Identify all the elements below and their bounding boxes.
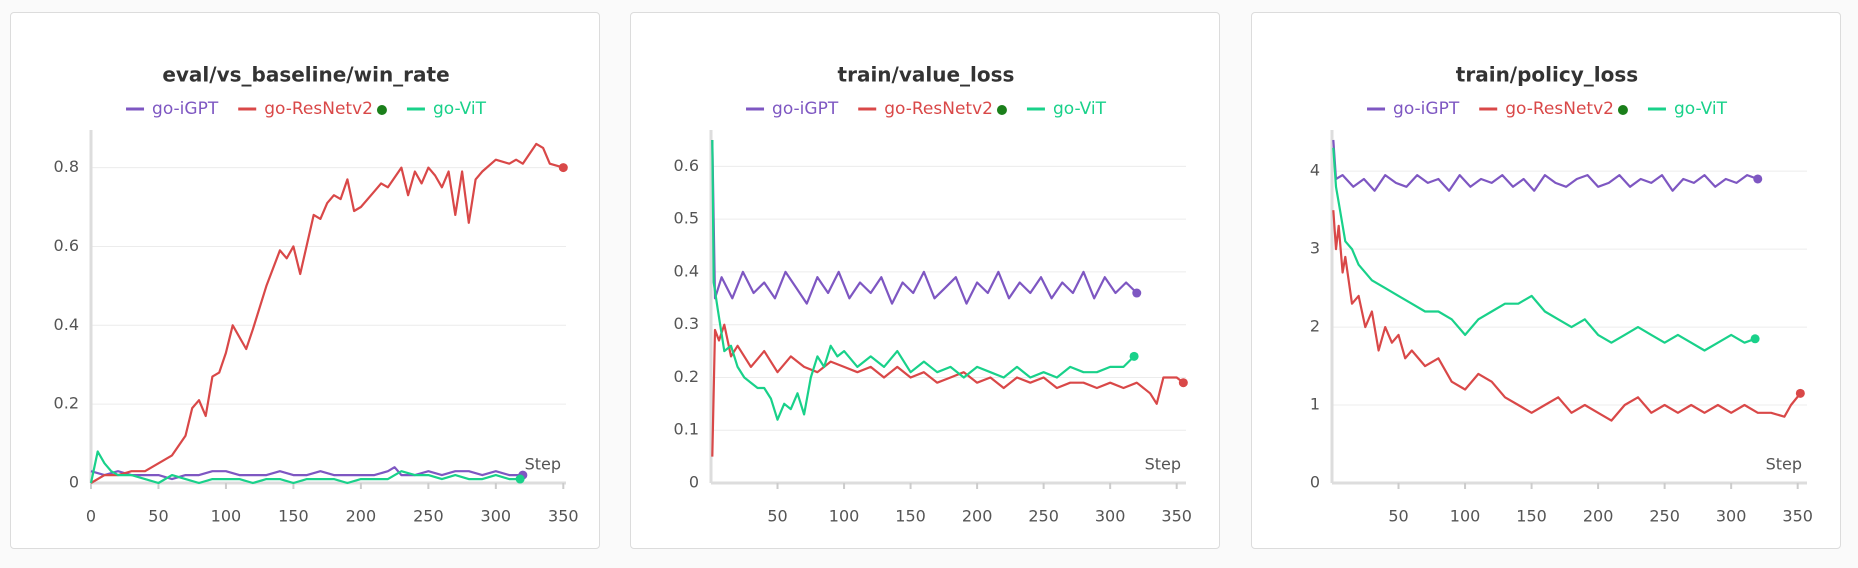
series-line [711, 139, 1138, 305]
x-tick-label: 300 [481, 507, 512, 526]
y-tick-label: 0.5 [674, 209, 699, 228]
x-tick-label: 150 [278, 507, 309, 526]
active-indicator [1617, 105, 1628, 115]
series-line [1332, 139, 1759, 192]
x-axis-label: Step [1766, 455, 1802, 474]
y-tick-label: 3 [1310, 239, 1320, 258]
y-tick-label: 0 [69, 473, 79, 492]
y-tick-label: 0.6 [54, 236, 79, 255]
last-point [1795, 388, 1805, 398]
last-point [1750, 334, 1760, 344]
x-tick-label: 250 [413, 507, 444, 526]
last-point [1753, 174, 1763, 184]
x-tick-label: 350 [1161, 507, 1192, 526]
series-line [711, 323, 1184, 457]
chart: eval/vs_baseline/win_rate go-iGPT go-ResNe… [54, 63, 579, 526]
legend-label: go-ResNetv2 [884, 99, 993, 119]
y-tick-label: 4 [1310, 161, 1320, 180]
legend-label: go-iGPT [1393, 99, 1460, 119]
y-tick-label: 0.6 [674, 156, 699, 175]
y-tick-label: 0.3 [674, 314, 699, 333]
series-line [1332, 147, 1756, 352]
x-tick-label: 100 [1450, 507, 1481, 526]
last-point [515, 474, 525, 484]
y-tick-label: 0.1 [674, 420, 699, 439]
y-tick-label: 2 [1310, 317, 1320, 336]
last-point [1129, 351, 1139, 361]
x-tick-label: 250 [1028, 507, 1059, 526]
legend-label: go-iGPT [772, 99, 839, 119]
x-tick-label: 0 [86, 507, 96, 526]
x-axis-label: Step [525, 455, 561, 474]
x-tick-label: 300 [1716, 507, 1747, 526]
chart: train/policy_loss go-iGPT go-ResNetv2 go-Vi… [1310, 63, 1813, 526]
x-tick-label: 200 [346, 507, 377, 526]
legend-label: go-ResNetv2 [264, 99, 373, 119]
x-tick-label: 50 [148, 507, 168, 526]
series-line [90, 466, 523, 481]
x-tick-label: 200 [1583, 507, 1614, 526]
chart-title: eval/vs_baseline/win_rate [162, 63, 449, 87]
last-point [558, 163, 568, 173]
legend-label: go-iGPT [152, 99, 219, 119]
y-tick-label: 0.2 [54, 394, 79, 413]
x-axis-label: Step [1145, 455, 1181, 474]
legend: go-iGPT go-ResNetv2 go-ViT [746, 99, 1107, 119]
series-line [89, 450, 521, 485]
y-tick-label: 0 [1310, 473, 1320, 492]
series-line [1332, 210, 1802, 422]
legend-label: go-ResNetv2 [1505, 99, 1614, 119]
legend-label: go-ViT [1674, 99, 1728, 119]
x-tick-label: 50 [1388, 507, 1408, 526]
x-tick-label: 300 [1095, 507, 1126, 526]
y-tick-label: 0.4 [54, 315, 79, 334]
legend-label: go-ViT [433, 99, 487, 119]
y-tick-label: 0.8 [54, 157, 79, 176]
chart-panel: train/value_loss go-iGPT go-ResNetv2 go-ViT… [630, 12, 1220, 549]
chart-title: train/policy_loss [1456, 63, 1638, 87]
series-line [90, 142, 564, 484]
x-tick-label: 350 [548, 507, 579, 526]
y-tick-label: 0.2 [674, 367, 699, 386]
active-indicator [376, 105, 387, 115]
x-tick-label: 200 [962, 507, 993, 526]
legend: go-iGPT go-ResNetv2 go-ViT [1367, 99, 1728, 119]
x-tick-label: 150 [895, 507, 926, 526]
x-tick-label: 150 [1516, 507, 1547, 526]
chart-panel: train/policy_loss go-iGPT go-ResNetv2 go-Vi… [1251, 12, 1841, 549]
legend: go-iGPT go-ResNetv2 go-ViT [126, 99, 487, 119]
legend-label: go-ViT [1053, 99, 1107, 119]
last-point [1132, 288, 1142, 298]
y-tick-label: 1 [1310, 395, 1320, 414]
y-tick-label: 0.4 [674, 261, 699, 280]
chart-title: train/value_loss [838, 63, 1015, 87]
x-tick-label: 50 [767, 507, 787, 526]
active-indicator [996, 105, 1007, 115]
series-line [711, 139, 1135, 421]
x-tick-label: 100 [211, 507, 242, 526]
x-tick-label: 350 [1782, 507, 1813, 526]
chart-panel: eval/vs_baseline/win_rate go-iGPT go-ResNe… [10, 12, 600, 549]
last-point [1178, 378, 1188, 388]
y-tick-label: 0 [689, 473, 699, 492]
chart: train/value_loss go-iGPT go-ResNetv2 go-ViT… [674, 63, 1192, 526]
x-tick-label: 250 [1649, 507, 1680, 526]
x-tick-label: 100 [829, 507, 860, 526]
